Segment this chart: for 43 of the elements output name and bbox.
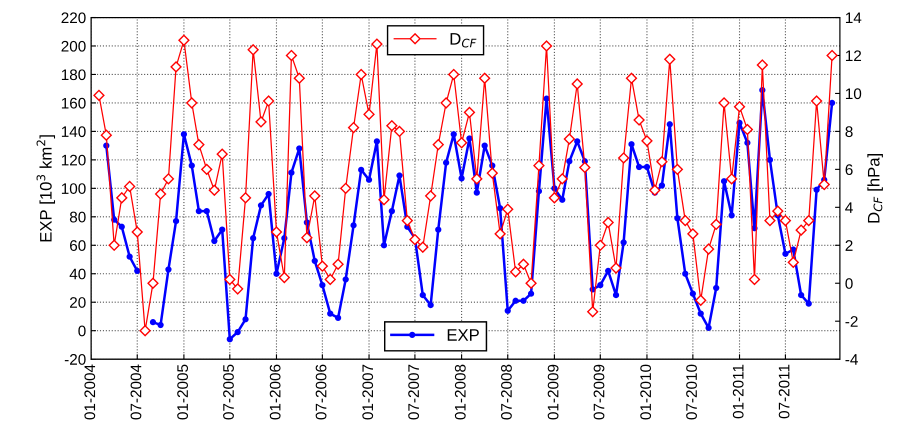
y-tick-label: 40: [70, 268, 86, 280]
y2-tick-label: -4: [845, 354, 858, 365]
x-tick-label: 01-2005: [177, 364, 188, 420]
y-tick-label: 80: [70, 212, 86, 222]
x-tick-label: 01-2010: [640, 364, 652, 420]
x-tick-label: 07-2004: [130, 364, 142, 420]
y-tick-label: 120: [62, 154, 86, 166]
y2-axis-title: D$_{CF}$ [hPa]: [867, 154, 883, 223]
y2-tick-label: 8: [845, 126, 853, 138]
y-tick-label: -20: [64, 354, 86, 365]
y2-tick-label: 4: [845, 202, 853, 213]
y-tick-label: 160: [62, 98, 86, 109]
x-tick-label: 01-2008: [454, 364, 466, 420]
x-tick-label: 07-2007: [408, 364, 420, 420]
y-axis-title: EXP [10$^{3}$ km$^{2}$]: [36, 135, 56, 242]
legend-label: EXP: [448, 329, 479, 341]
y2-tick-label: 2: [846, 240, 853, 251]
y2-tick-label: 10: [846, 88, 862, 100]
y2-tick-label: 14: [846, 12, 862, 24]
y2-tick-label: 0: [845, 278, 853, 289]
legend-label: D$_{CF}$: [450, 33, 476, 48]
x-tick-label: 07-2006: [316, 364, 326, 420]
y2-tick-label: 6: [846, 164, 853, 176]
x-tick-label: 07-2011: [778, 364, 790, 418]
x-tick-label: 01-2009: [548, 364, 559, 420]
x-tick-label: 01-2004: [84, 364, 96, 420]
y2-tick-label: 12: [846, 50, 862, 62]
x-tick-label: 01-2011: [732, 364, 744, 418]
y-tick-label: 0: [78, 326, 86, 336]
x-tick-label: 01-2007: [362, 364, 374, 420]
y2-tick-label: -2: [845, 316, 858, 327]
x-tick-label: 07-2010: [686, 364, 697, 420]
y-tick-label: 140: [62, 126, 86, 138]
x-tick-label: 07-2009: [594, 364, 604, 420]
x-tick-label: 07-2008: [501, 364, 512, 420]
y-tick-label: 100: [62, 183, 86, 194]
y-tick-label: 200: [62, 40, 86, 52]
y-tick-label: 20: [70, 297, 86, 308]
y-tick-label: 220: [62, 12, 86, 24]
y-tick-label: 180: [62, 69, 86, 80]
x-tick-label: 01-2006: [270, 364, 281, 420]
x-tick-label: 07-2005: [223, 364, 234, 420]
y-tick-label: 60: [70, 240, 86, 251]
